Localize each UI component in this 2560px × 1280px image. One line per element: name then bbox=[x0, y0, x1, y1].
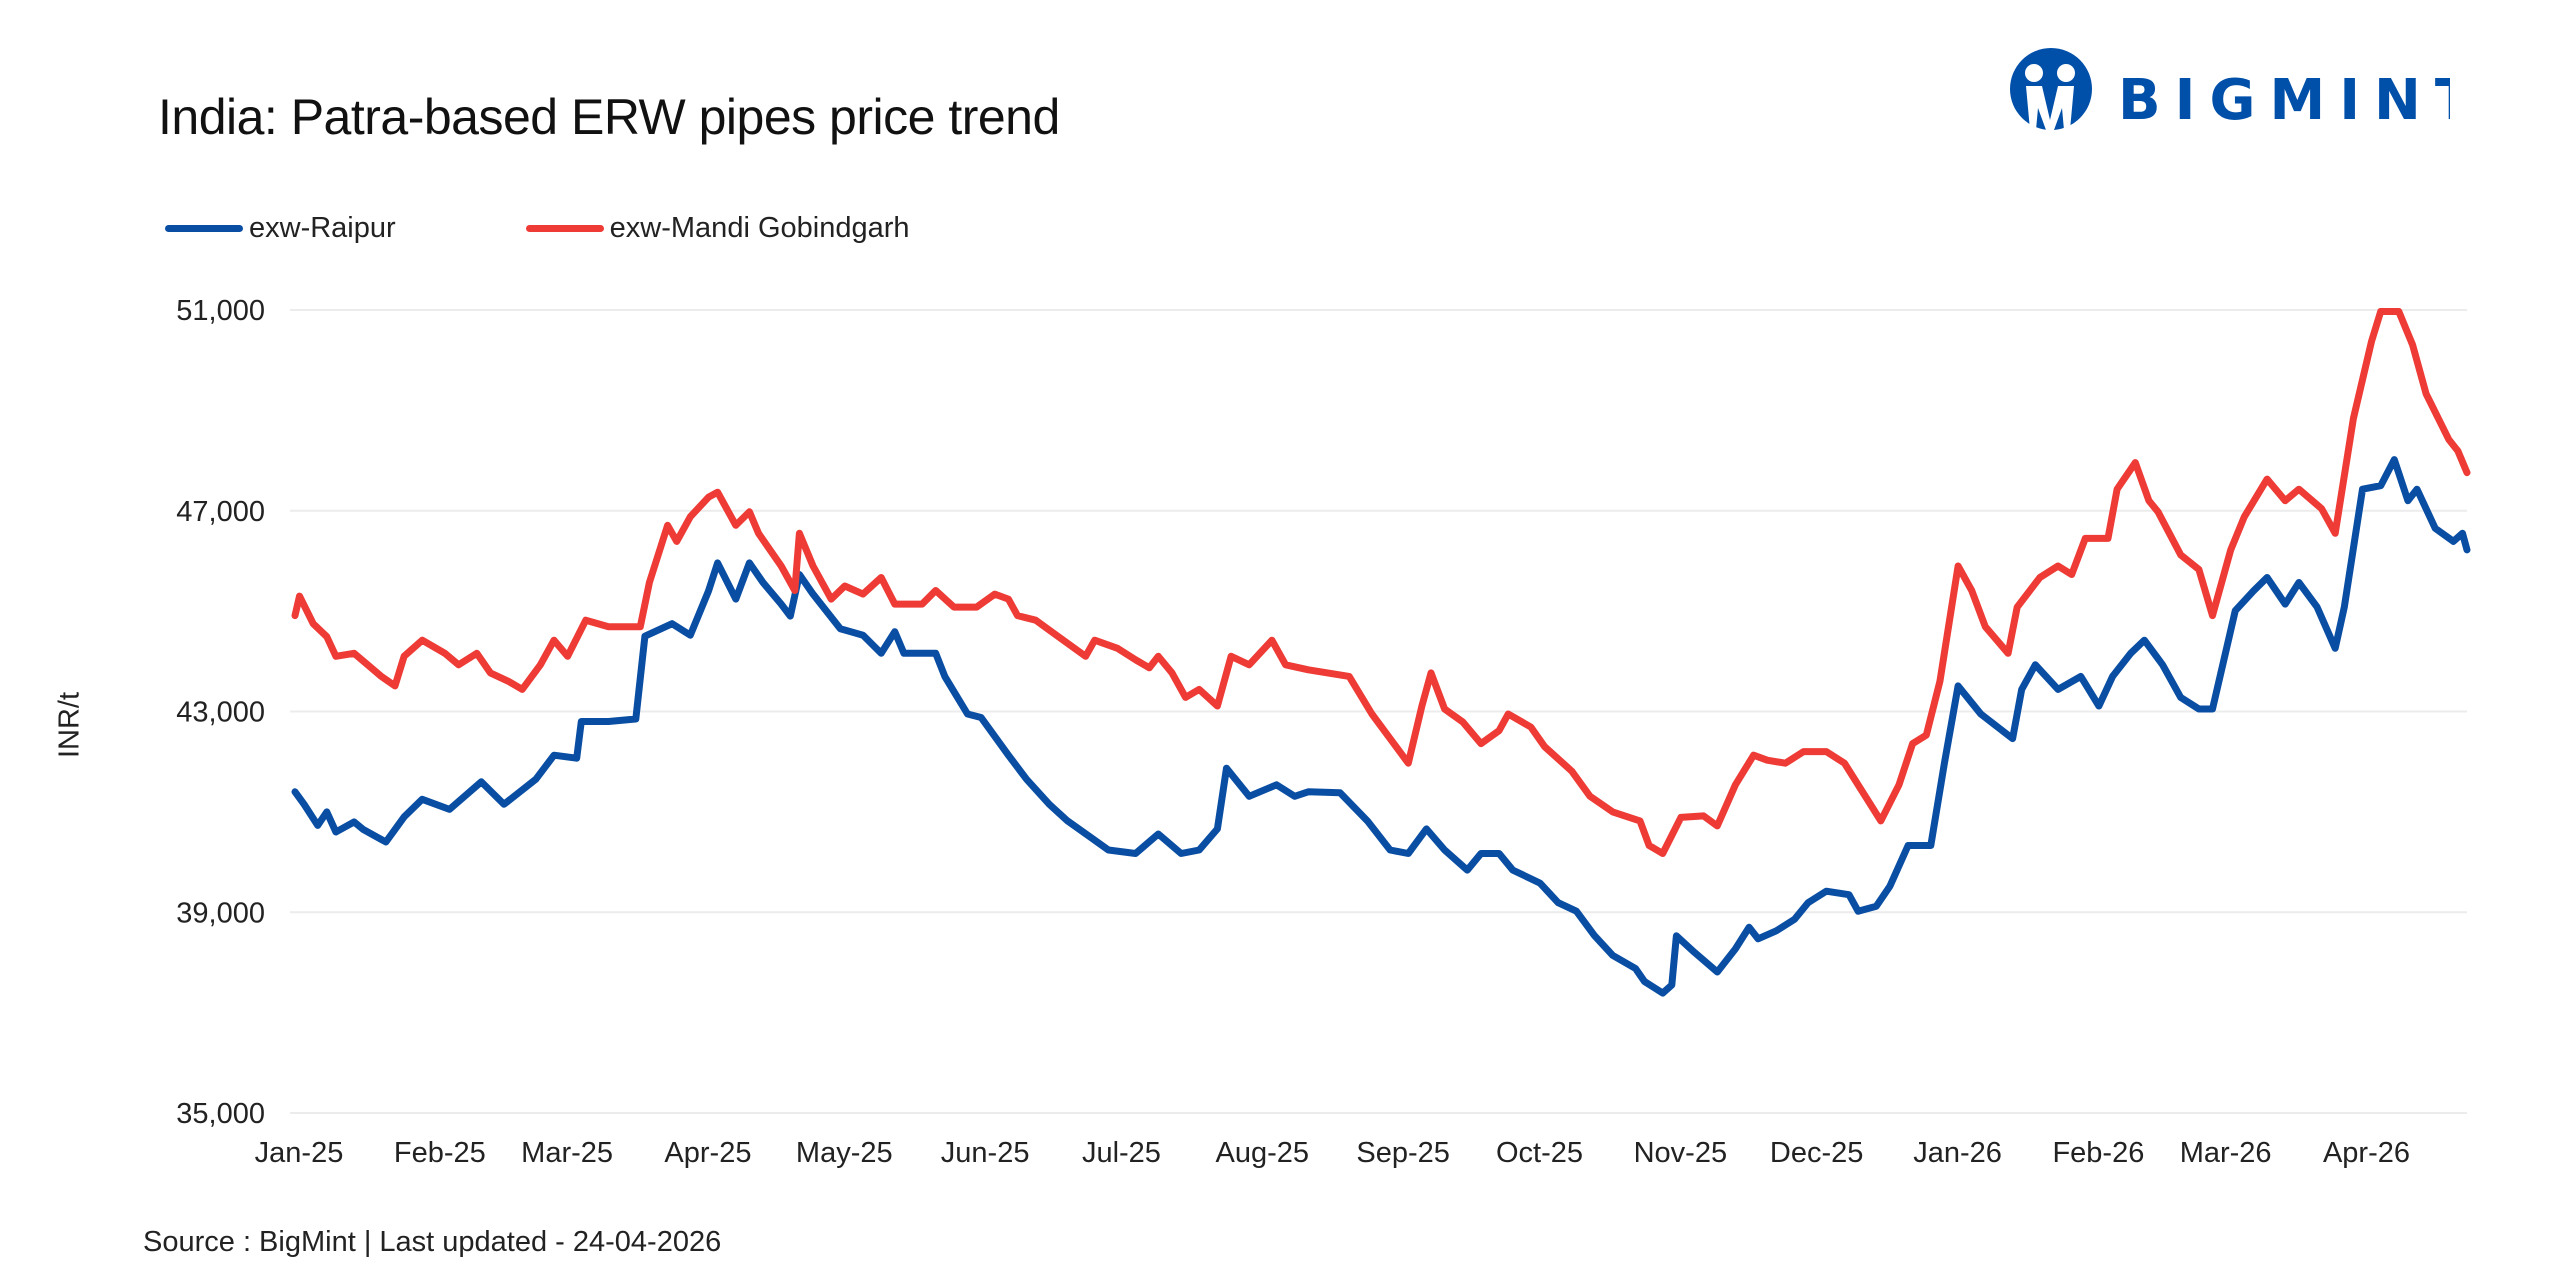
logo-text: BIGMINT bbox=[2118, 68, 2450, 132]
x-tick-label: Apr-26 bbox=[2323, 1137, 2410, 1169]
x-tick-label: May-25 bbox=[796, 1137, 893, 1169]
y-tick-label: 39,000 bbox=[176, 897, 265, 929]
bigmint-logo-icon: BIGMINT bbox=[2010, 48, 2473, 133]
x-tick-label: Oct-25 bbox=[1496, 1137, 1583, 1169]
x-tick-label: Nov-25 bbox=[1634, 1137, 1728, 1169]
y-tick-label: 35,000 bbox=[176, 1098, 265, 1130]
series-line-raipur bbox=[291, 456, 2471, 997]
x-tick-label: Jul-25 bbox=[1082, 1137, 1161, 1169]
legend-item-raipur: exw-Raipur bbox=[165, 212, 396, 245]
chart-title: India: Patra-based ERW pipes price trend bbox=[158, 89, 1060, 145]
x-tick-label: Sep-25 bbox=[1356, 1137, 1450, 1169]
legend: exw-Raipur exw-Mandi Gobindgarh bbox=[165, 212, 910, 245]
bigmint-logo: BIGMINT bbox=[2010, 46, 2473, 133]
x-tick-label: Jun-25 bbox=[941, 1137, 1030, 1169]
x-tick-label: Dec-25 bbox=[1770, 1137, 1864, 1169]
x-tick-label: Jan-26 bbox=[1913, 1137, 2002, 1169]
legend-swatch-mandi-gobindgarh bbox=[525, 225, 604, 232]
x-tick-label: Feb-26 bbox=[2052, 1137, 2144, 1169]
x-tick-label: Mar-25 bbox=[521, 1137, 613, 1169]
legend-label-raipur: exw-Raipur bbox=[249, 212, 396, 244]
y-tick-label: 51,000 bbox=[176, 295, 265, 327]
legend-swatch-raipur bbox=[165, 225, 243, 232]
series-line-mandi-gobindgarh bbox=[291, 308, 2471, 857]
x-tick-label: Feb-25 bbox=[394, 1137, 486, 1169]
x-tick-label: Jan-25 bbox=[255, 1137, 344, 1169]
x-tick-label: Aug-25 bbox=[1216, 1137, 1310, 1169]
y-tick-label: 47,000 bbox=[176, 496, 265, 528]
x-tick-label: Apr-25 bbox=[664, 1137, 751, 1169]
legend-item-mandi-gobindgarh: exw-Mandi Gobindgarh bbox=[525, 212, 910, 245]
x-tick-label: Mar-26 bbox=[2180, 1137, 2272, 1169]
y-tick-label: 43,000 bbox=[176, 697, 265, 729]
legend-label-mandi-gobindgarh: exw-Mandi Gobindgarh bbox=[609, 212, 910, 244]
source-note: Source : BigMint | Last updated - 24-04-… bbox=[143, 1226, 722, 1258]
